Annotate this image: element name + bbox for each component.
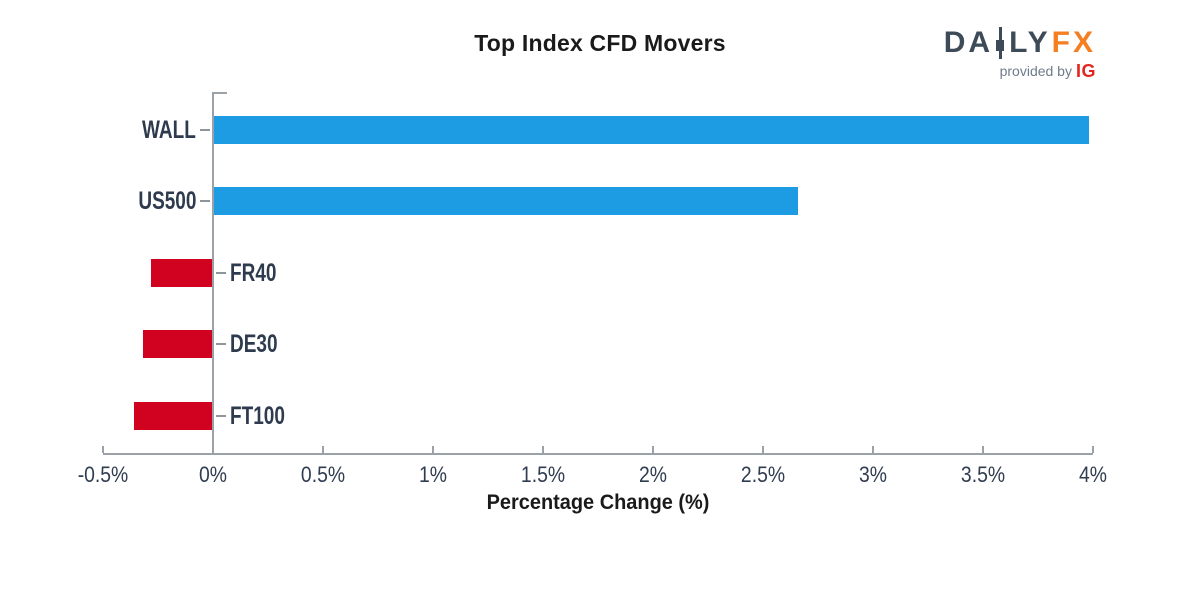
category-tick: [200, 129, 210, 131]
x-axis-line: [103, 453, 1093, 455]
bar-us500: [214, 187, 799, 216]
dailyfx-wordmark: DA LY FX: [944, 27, 1096, 59]
x-axis-tick: [652, 446, 654, 453]
x-tick-label: 4%: [1079, 462, 1107, 487]
provided-by-text: provided by: [999, 63, 1072, 79]
logo-text-ly: LY: [1009, 26, 1051, 59]
dailyfx-logo: DA LY FX provided by IG: [944, 27, 1096, 82]
logo-text-da: DA: [943, 26, 994, 59]
x-axis-tick: [212, 446, 214, 453]
bar-ft100: [133, 401, 212, 430]
bar-wall: [214, 116, 1089, 144]
x-axis-tick: [322, 446, 324, 453]
x-axis-tick: [872, 446, 874, 453]
x-tick-label: 0%: [199, 462, 227, 487]
logo-text-fx: FX: [1051, 26, 1096, 59]
category-tick: [216, 343, 226, 346]
category-label-fr40: FR40: [230, 258, 277, 287]
x-tick-label: -0.5%: [77, 462, 129, 487]
x-tick-label: 0.5%: [300, 462, 346, 487]
x-tick-label: 2.5%: [740, 462, 786, 487]
category-label-us500: US500: [137, 187, 196, 216]
category-label-wall: WALL: [142, 116, 196, 144]
category-tick: [216, 414, 226, 417]
x-axis-tick: [762, 446, 764, 453]
y-axis-top-cap: [213, 92, 227, 94]
bar-chart-plot-area: -0.5% 0% 0.5% 1% 1.5% 2% 2.5% 3% 3.5% 4% WALL US500…: [78, 92, 1107, 487]
x-axis-tick: [102, 446, 104, 453]
x-axis-tick: [432, 446, 434, 453]
category-tick: [200, 200, 210, 203]
x-tick-label: 3.5%: [960, 462, 1006, 487]
chart-title: Top Index CFD Movers: [474, 30, 726, 56]
x-tick-label: 3%: [859, 462, 887, 487]
x-axis-title: Percentage Change (%): [486, 491, 710, 514]
x-axis-tick: [542, 446, 544, 453]
candlestick-icon: [994, 27, 1006, 59]
y-axis-line: [212, 92, 214, 455]
bar-de30: [142, 330, 212, 359]
logo-tagline: provided by IG: [944, 61, 1096, 82]
category-label-de30: DE30: [230, 330, 278, 359]
bar-fr40: [151, 258, 212, 287]
x-tick-label: 2%: [639, 462, 667, 487]
x-axis-tick: [982, 446, 984, 453]
x-tick-label: 1.5%: [520, 462, 566, 487]
x-axis-tick: [1092, 446, 1094, 453]
x-tick-label: 1%: [419, 462, 447, 487]
ig-logo: IG: [1075, 61, 1096, 81]
category-label-ft100: FT100: [230, 401, 285, 430]
category-tick: [216, 271, 226, 274]
